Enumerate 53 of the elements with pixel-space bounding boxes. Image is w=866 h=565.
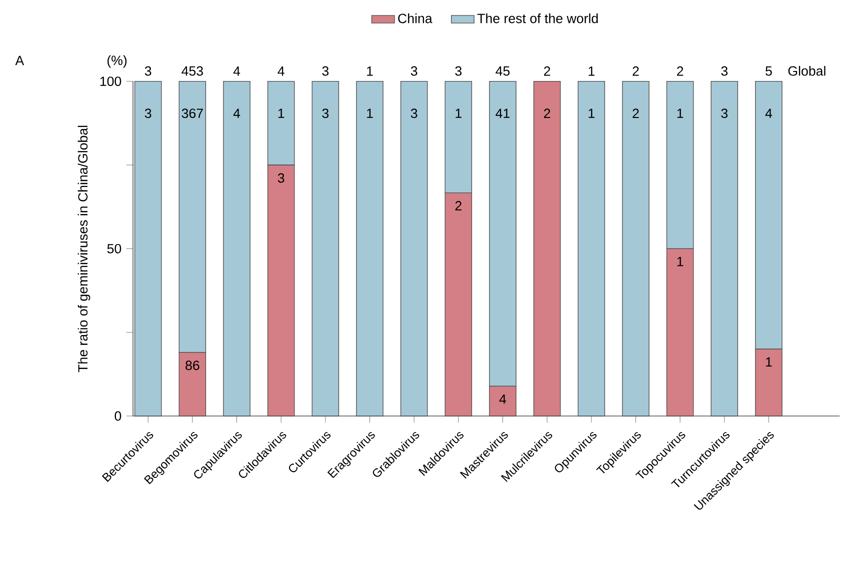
annotation: 86 <box>186 360 200 370</box>
annotation: 2 <box>544 108 550 118</box>
annotation: 1 <box>367 66 373 76</box>
bar <box>533 81 561 416</box>
bar <box>223 81 250 416</box>
annotation: 1 <box>677 108 684 118</box>
y-axis-title: The ratio of geminiviruses in China/Global <box>78 126 90 372</box>
annotation: 1 <box>588 108 594 118</box>
annotation: 3 <box>144 66 152 76</box>
annotation: 4 <box>499 394 506 404</box>
annotation: 3 <box>278 173 284 183</box>
y-tick-label: 50 <box>107 244 122 254</box>
bar <box>710 81 738 416</box>
text: (%) <box>107 55 127 68</box>
annotation: 2 <box>544 66 550 76</box>
y-tick-label: 100 <box>100 76 122 86</box>
bar <box>622 81 650 416</box>
bar <box>312 81 340 416</box>
annotation: 3 <box>455 66 462 76</box>
annotation: 1 <box>367 108 373 118</box>
annotation: 1 <box>456 108 462 118</box>
annotation: 1 <box>278 108 284 118</box>
annotation: 367 <box>182 108 203 118</box>
legend-label: China <box>398 13 432 24</box>
text: Global <box>788 66 826 76</box>
annotation: 2 <box>632 66 639 76</box>
annotation: 453 <box>182 66 203 76</box>
annotation: 4 <box>233 108 240 118</box>
bar <box>400 81 428 416</box>
annotation: 1 <box>588 66 594 76</box>
bar <box>356 81 384 416</box>
bar <box>578 81 606 416</box>
annotation: 4 <box>233 66 240 76</box>
annotation: 3 <box>322 66 329 76</box>
annotation: 4 <box>278 66 284 76</box>
annotation: 2 <box>677 66 684 76</box>
annotation: 3 <box>410 108 418 118</box>
annotation: 3 <box>721 66 728 76</box>
annotation: 2 <box>632 108 639 118</box>
annotation: 1 <box>766 357 772 367</box>
annotation: 4 <box>765 108 772 118</box>
annotation: 5 <box>766 66 772 76</box>
legend-label: The rest of the world <box>477 13 598 24</box>
annotation: 3 <box>144 108 152 118</box>
annotation: 1 <box>677 256 684 266</box>
text: A <box>15 56 24 66</box>
annotation: 3 <box>721 108 728 118</box>
y-tick-label: 0 <box>114 411 122 421</box>
annotation: 45 <box>496 66 510 76</box>
annotation: 3 <box>410 66 418 76</box>
annotation: 2 <box>455 201 462 210</box>
annotation: 41 <box>496 108 510 118</box>
annotation: 3 <box>322 108 329 118</box>
